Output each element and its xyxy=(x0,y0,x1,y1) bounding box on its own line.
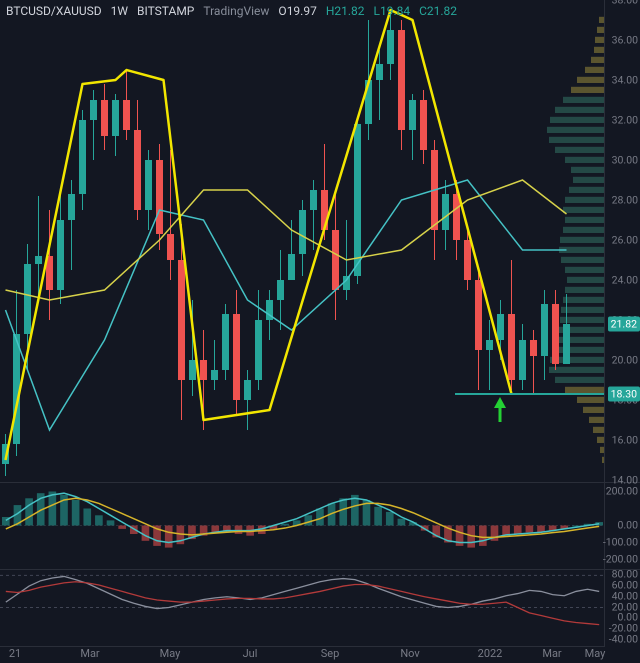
price-tick: 20.00 xyxy=(612,354,638,367)
ohlc-o-label: O xyxy=(278,4,286,18)
ohlc-o: 19.97 xyxy=(287,4,317,18)
chart-header: BTCUSD/XAUUSD 1W BITSTAMP TradingView O1… xyxy=(6,4,457,18)
ohlc-h: 21.82 xyxy=(334,4,364,18)
time-tick: Nov xyxy=(400,647,419,660)
symbol-label: BTCUSD/XAUUSD xyxy=(6,4,102,18)
time-tick: 21 xyxy=(9,647,21,660)
ohlc-c: 21.82 xyxy=(427,4,457,18)
price-pane[interactable] xyxy=(0,0,640,480)
macd-tick: -100.00 xyxy=(603,535,638,548)
time-tick: May xyxy=(160,647,181,660)
price-tick: 26.00 xyxy=(612,234,638,247)
time-tick: Jul xyxy=(243,647,258,660)
source-label: TradingView xyxy=(203,4,269,18)
rsi-pane[interactable] xyxy=(0,569,640,645)
price-tick: 36.00 xyxy=(612,34,638,47)
interval-label: 1W xyxy=(111,4,128,18)
price-tick: 16.00 xyxy=(612,434,638,447)
price-tick: 24.00 xyxy=(612,274,638,287)
price-tick: 30.00 xyxy=(612,154,638,167)
last-price-tag: 21.82 xyxy=(608,316,640,331)
time-axis: 21 Mar May Jul Sep Nov 2022 Mar May xyxy=(0,646,605,663)
time-tick: Mar xyxy=(80,647,99,660)
rsi-svg xyxy=(0,570,605,645)
macd-pane[interactable] xyxy=(0,482,640,568)
price-svg xyxy=(0,0,605,480)
macd-tick: 200.00 xyxy=(606,484,638,497)
time-tick: Mar xyxy=(542,647,561,660)
support-price-tag: 18.30 xyxy=(608,387,640,402)
macd-svg xyxy=(0,483,605,568)
time-tick: 2022 xyxy=(478,647,503,660)
macd-tick: -200.00 xyxy=(603,552,638,565)
price-tick: 32.00 xyxy=(612,114,638,127)
rsi-tick: -40.00 xyxy=(609,632,638,645)
ohlc-l: 19.84 xyxy=(380,4,410,18)
exchange-label: BITSTAMP xyxy=(137,4,194,18)
price-tick: 38.00 xyxy=(612,0,638,7)
trading-chart[interactable]: BTCUSD/XAUUSD 1W BITSTAMP TradingView O1… xyxy=(0,0,640,663)
time-tick: Sep xyxy=(321,647,340,660)
macd-tick: 0.00 xyxy=(618,518,638,531)
ohlc-c-label: C xyxy=(419,4,427,18)
time-tick: May xyxy=(585,647,606,660)
price-tick: 28.00 xyxy=(612,194,638,207)
y-axis: 14.0016.0018.0020.0022.0024.0026.0028.00… xyxy=(604,0,640,646)
price-tick: 34.00 xyxy=(612,74,638,87)
